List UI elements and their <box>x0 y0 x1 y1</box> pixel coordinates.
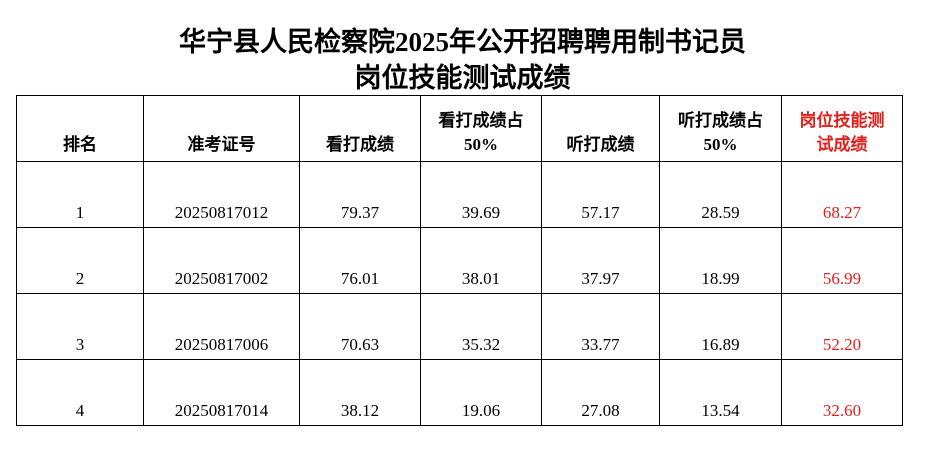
table-row: 1 20250817012 79.37 39.69 57.17 28.59 68.27 <box>16 161 903 228</box>
header-row: 排名 准考证号 看打成绩 看打成绩占50% 听打成绩 听打成绩占50% 岗位技能测试成绩 <box>16 95 903 162</box>
header-text: 看打成绩占50% <box>438 111 524 154</box>
cell: 38.12 <box>299 359 421 426</box>
cell: 16.89 <box>659 293 782 360</box>
cell: 39.69 <box>420 161 542 228</box>
cell: 28.59 <box>659 161 782 228</box>
title: 华宁县人民检察院2025年公开招聘聘用制书记员 <box>179 27 746 57</box>
header-text: 排名 <box>63 135 97 154</box>
cell: 13.54 <box>659 359 782 426</box>
cell: 57.17 <box>541 161 660 228</box>
cell: 68.27 <box>781 161 903 228</box>
cell: 27.08 <box>541 359 660 426</box>
cell: 38.01 <box>420 227 542 294</box>
column-header: 听打成绩 <box>541 95 660 162</box>
column-header: 排名 <box>16 95 144 162</box>
table-row: 4 20250817014 38.12 19.06 27.08 13.54 32.60 <box>16 359 903 426</box>
column-header: 看打成绩占50% <box>420 95 542 162</box>
cell: 32.60 <box>781 359 903 426</box>
column-header: 准考证号 <box>143 95 300 162</box>
cell: 35.32 <box>420 293 542 360</box>
header-text: 岗位技能测试成绩 <box>799 111 885 154</box>
table-body: 1 20250817012 79.37 39.69 57.17 28.59 68.27 2 20… <box>16 161 903 426</box>
cell: 70.63 <box>299 293 421 360</box>
cell: 76.01 <box>299 227 421 294</box>
column-header: 看打成绩 <box>299 95 421 162</box>
header-text: 准考证号 <box>187 135 256 154</box>
cell: 20250817014 <box>143 359 300 426</box>
header-text: 听打成绩 <box>566 135 635 154</box>
cell: 79.37 <box>299 161 421 228</box>
column-header: 岗位技能测试成绩 <box>781 95 903 162</box>
cell: 1 <box>16 161 144 228</box>
cell: 20250817002 <box>143 227 300 294</box>
cell: 52.20 <box>781 293 903 360</box>
header-text: 听打成绩占50% <box>677 111 763 154</box>
cell: 33.77 <box>541 293 660 360</box>
cell: 3 <box>16 293 144 360</box>
table-row: 3 20250817006 70.63 35.32 33.77 16.89 52.20 <box>16 293 903 360</box>
cell: 56.99 <box>781 227 903 294</box>
column-header: 听打成绩占50% <box>659 95 782 162</box>
header-text: 看打成绩 <box>326 135 394 154</box>
cell: 19.06 <box>420 359 542 426</box>
cell: 20250817006 <box>143 293 300 360</box>
cell: 4 <box>16 359 144 426</box>
cell: 18.99 <box>659 227 782 294</box>
table-row: 2 20250817002 76.01 38.01 37.97 18.99 56.99 <box>16 227 903 294</box>
cell: 2 <box>16 227 144 294</box>
cell: 20250817012 <box>143 161 300 228</box>
score-table: 排名 准考证号 看打成绩 看打成绩占50% 听打成绩 听打成绩占50% 岗位技能测试成绩 1… <box>16 95 903 426</box>
title: 岗位技能测试成绩 <box>354 63 571 93</box>
cell: 37.97 <box>541 227 660 294</box>
